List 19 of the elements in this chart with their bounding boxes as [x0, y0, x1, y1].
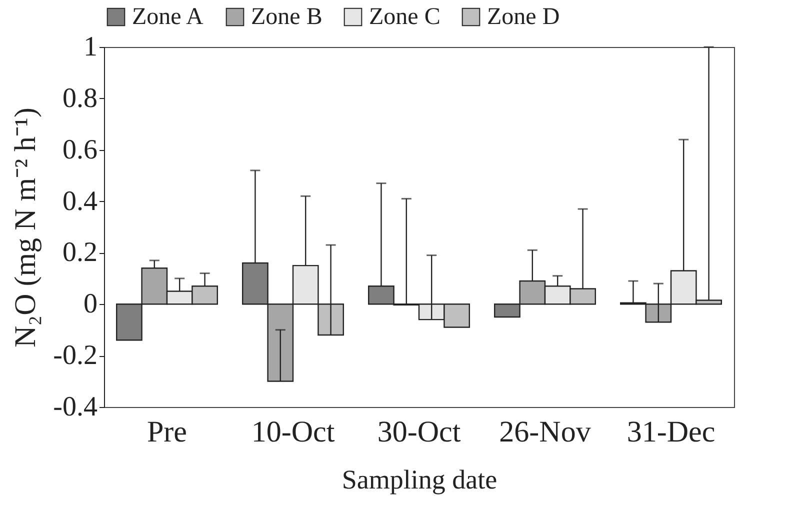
y-axis-title: N₂O (mg N m⁻² h⁻¹) [9, 107, 42, 348]
legend-label: Zone A [132, 4, 204, 30]
x-axis-title: Sampling date [342, 464, 498, 494]
y-tick-label: 0 [84, 288, 98, 320]
y-tick-label: -0.2 [53, 340, 98, 372]
x-tick-label: 10-Oct [251, 416, 336, 448]
legend-label: Zone D [487, 4, 560, 30]
x-tick-label: 30-Oct [377, 416, 462, 448]
y-tick-label: -0.4 [53, 392, 98, 422]
y-tick-label: 0.8 [62, 82, 98, 114]
y-tick-label: 1 [84, 32, 98, 62]
x-tick-label: Pre [147, 416, 187, 448]
legend-label: Zone B [251, 4, 322, 30]
y-tick-label: 0.4 [62, 186, 98, 217]
x-tick-label: 31-Dec [626, 416, 716, 448]
legend-label: Zone C [369, 4, 440, 30]
x-tick-label: 26-Nov [499, 416, 591, 448]
y-tick-label: 0.2 [62, 237, 98, 268]
y-tick-label: 0.6 [62, 134, 98, 166]
